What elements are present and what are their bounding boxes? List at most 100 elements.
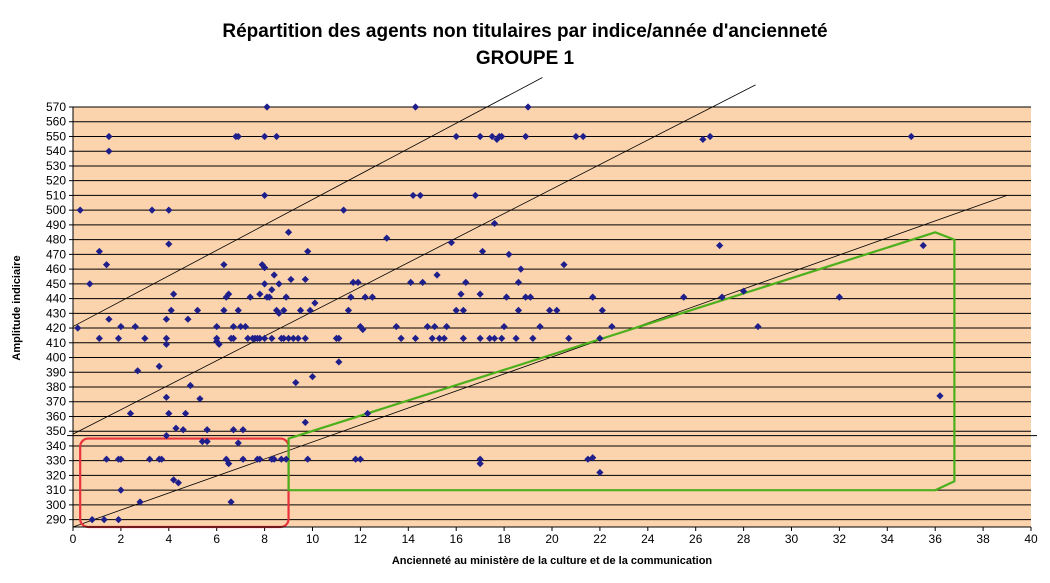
- data-point: [203, 426, 211, 434]
- data-point: [340, 206, 348, 214]
- data-point: [95, 334, 103, 342]
- data-point: [102, 261, 111, 269]
- data-point: [86, 280, 94, 288]
- data-point: [162, 432, 171, 440]
- data-point: [162, 340, 171, 348]
- trend-line: [72, 195, 1008, 528]
- data-points: [74, 103, 944, 524]
- data-point: [301, 418, 309, 426]
- y-tick-label: 300: [46, 498, 66, 512]
- x-tick-label: 0: [70, 532, 77, 546]
- data-point: [354, 278, 362, 286]
- data-point: [490, 334, 499, 342]
- data-point: [284, 228, 293, 236]
- data-point: [146, 455, 154, 463]
- x-tick-label: 30: [785, 532, 799, 546]
- data-point: [263, 103, 271, 111]
- data-point: [261, 191, 269, 200]
- data-point: [169, 476, 178, 484]
- data-point: [476, 460, 484, 468]
- trend-lines: [72, 77, 1008, 528]
- data-point: [186, 381, 194, 390]
- data-point: [361, 293, 369, 301]
- data-point: [431, 322, 439, 331]
- data-point: [225, 460, 233, 468]
- data-point: [443, 322, 451, 331]
- x-tick-label: 32: [833, 532, 847, 546]
- y-tick-label: 440: [46, 292, 66, 306]
- data-point: [452, 306, 460, 314]
- data-point: [165, 240, 173, 248]
- data-point: [335, 334, 343, 342]
- x-tick-label: 26: [689, 532, 703, 546]
- data-point: [289, 334, 297, 342]
- x-tick-label: 28: [737, 532, 751, 546]
- y-tick-label: 430: [46, 306, 66, 320]
- data-point: [193, 306, 202, 314]
- data-point: [335, 358, 343, 366]
- data-point: [536, 322, 544, 331]
- data-point: [136, 498, 144, 506]
- data-point: [241, 322, 250, 331]
- data-point: [397, 334, 405, 342]
- data-point: [114, 334, 123, 342]
- data-point: [261, 264, 269, 272]
- data-point: [476, 132, 484, 141]
- data-point: [261, 132, 269, 141]
- data-point: [102, 455, 111, 463]
- data-point: [344, 306, 353, 314]
- data-point: [220, 306, 228, 314]
- data-point: [105, 132, 113, 141]
- data-point: [423, 322, 432, 331]
- data-point: [100, 516, 108, 524]
- data-point: [498, 334, 506, 342]
- data-point: [239, 455, 247, 463]
- data-point: [608, 322, 616, 331]
- data-point: [579, 132, 587, 141]
- data-point: [514, 306, 523, 314]
- data-point: [162, 315, 171, 323]
- data-point: [706, 132, 714, 141]
- x-tick-label: 36: [929, 532, 943, 546]
- data-point: [584, 455, 592, 463]
- data-point: [304, 455, 312, 463]
- data-point: [419, 278, 427, 286]
- data-point: [280, 334, 288, 342]
- data-point: [105, 147, 113, 155]
- data-point: [141, 334, 149, 342]
- data-point: [74, 324, 82, 332]
- data-point: [287, 275, 295, 284]
- data-point: [347, 293, 355, 301]
- data-point: [560, 261, 568, 269]
- y-tick-label: 520: [46, 174, 66, 188]
- data-point: [359, 325, 367, 334]
- x-tick-label: 20: [545, 532, 559, 546]
- data-point: [222, 293, 230, 301]
- x-tick-label: 24: [641, 532, 655, 546]
- x-tick-label: 16: [450, 532, 464, 546]
- y-tick-label: 420: [46, 321, 66, 335]
- data-point: [256, 334, 264, 342]
- y-tick-label: 380: [46, 380, 66, 394]
- data-point: [126, 409, 135, 418]
- data-point: [907, 132, 915, 141]
- data-point: [835, 293, 843, 301]
- data-point: [95, 247, 103, 256]
- data-point: [589, 454, 597, 462]
- data-point: [301, 334, 309, 342]
- data-point: [165, 409, 173, 418]
- data-point: [272, 306, 281, 314]
- data-point: [505, 250, 513, 258]
- y-axis-title: Amplitude indiciaire: [11, 255, 23, 360]
- x-tick-label: 6: [213, 532, 220, 546]
- data-point: [196, 395, 204, 403]
- data-point: [237, 322, 245, 331]
- data-point: [498, 132, 506, 141]
- y-tick-label: 350: [46, 424, 66, 438]
- data-point: [229, 322, 238, 331]
- data-point: [428, 334, 436, 342]
- data-point: [306, 306, 314, 314]
- y-tick-label: 540: [46, 144, 66, 158]
- data-point: [392, 322, 400, 331]
